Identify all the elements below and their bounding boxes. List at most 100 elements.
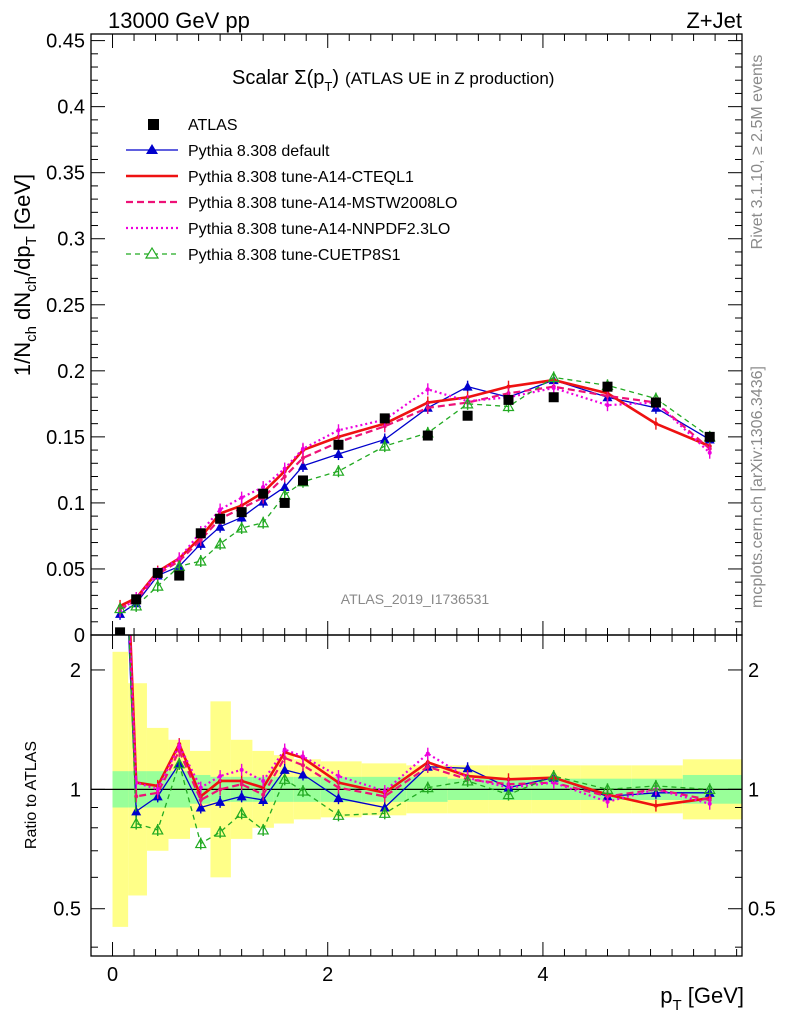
ratio-point-cuetp8s1: [703, 783, 716, 794]
main-point-default: [279, 482, 290, 492]
atlas-data-point: [115, 627, 126, 635]
atlas-data-point: [174, 570, 185, 581]
ratio-y-tick-label-right: 1: [748, 779, 759, 801]
main-point-nnpdf: [300, 446, 305, 451]
analysis-watermark: ATLAS_2019_I1736531: [341, 591, 490, 607]
ratio-point-nnpdf: [261, 778, 266, 783]
atlas-data-point: [379, 413, 390, 424]
atlas-data-point: [215, 513, 226, 524]
y-tick-label: 0.35: [46, 163, 85, 185]
ratio-point-nnpdf: [336, 774, 341, 779]
legend-entry-mstw: Pythia 8.308 tune-A14-MSTW2008LO: [126, 195, 457, 212]
atlas-data-point: [152, 567, 163, 578]
ratio-y-tick-label: 2: [70, 660, 81, 682]
atlas-data-point: [548, 392, 559, 403]
atlas-data-point: [462, 410, 473, 421]
main-point-nnpdf: [261, 485, 266, 490]
data-markers: [115, 381, 715, 635]
legend-entry-cteql1: Pythia 8.308 tune-A14-CTEQL1: [126, 169, 414, 186]
legend-label: Pythia 8.308 tune-A14-CTEQL1: [188, 169, 414, 186]
x-tick-label: 2: [322, 964, 333, 986]
ratio-point-nnpdf: [605, 799, 610, 804]
ratio-point-nnpdf: [155, 787, 160, 792]
main-point-cuetp8s1: [214, 537, 227, 549]
x-tick-label: 4: [537, 964, 548, 986]
ratio-point-default: [215, 796, 226, 806]
main-point-nnpdf: [425, 387, 430, 392]
ratio-point-mstw: [118, 391, 122, 395]
ratio-point-mstw: [134, 794, 139, 799]
ratio-point-default: [236, 791, 247, 801]
ratio-point-cuetp8s1: [547, 769, 560, 781]
main-point-cuetp8s1: [194, 554, 207, 566]
ratio-plot-frame: [90, 634, 743, 957]
main-point-cteql1: [653, 421, 658, 426]
ratio-point-default: [333, 793, 344, 803]
y-axis-label-main: 1/Nch dNch/dpT [GeV]: [10, 174, 40, 376]
ratio-point-cuetp8s1: [278, 773, 291, 784]
main-point-nnpdf: [177, 556, 182, 561]
legend-marker: [144, 246, 160, 259]
ratio-point-default: [297, 769, 308, 779]
x-tick-label: 0: [107, 964, 118, 986]
main-line-cuetp8s1: [119, 376, 711, 610]
y-tick-label: 0.15: [46, 427, 85, 449]
ratio-point-default: [279, 764, 290, 774]
main-point-default: [379, 434, 390, 444]
y-tick-label: 0.3: [57, 229, 85, 251]
mcplots-citation: mcplots.cern.ch [arXiv:1306.3436]: [749, 366, 766, 608]
ratio-point-nnpdf: [551, 780, 556, 785]
atlas-data-point: [650, 397, 661, 408]
ratio-point-cuetp8s1: [214, 825, 227, 837]
ratio-point-cuetp8s1: [194, 837, 207, 849]
ratio-point-cuetp8s1: [151, 823, 164, 835]
main-point-default: [333, 449, 344, 459]
ratio-line-nnpdf: [128, 635, 711, 805]
y-axis-label-ratio: Ratio to ATLAS: [23, 741, 40, 849]
main-point-mstw: [282, 474, 287, 479]
main-point-cuetp8s1: [378, 439, 391, 451]
ratio-point-cuetp8s1: [601, 783, 614, 794]
atlas-data-point: [131, 594, 142, 605]
y-tick-label: 0.4: [57, 97, 85, 119]
main-point-cuetp8s1: [114, 602, 127, 614]
header-left: 13000 GeV pp: [108, 8, 250, 33]
ratio-point-mstw: [218, 787, 223, 792]
ratio-point-mstw: [336, 785, 341, 790]
legend-entry-atlas: ATLAS: [148, 117, 238, 134]
ratio-y-tick-label-right: 0.5: [748, 899, 776, 921]
atlas-data-point: [297, 475, 308, 486]
main-point-default: [215, 521, 226, 531]
main-point-nnpdf: [282, 466, 287, 471]
ratio-point-mstw: [239, 782, 244, 787]
ratio-point-mstw: [425, 764, 430, 769]
main-point-cuetp8s1: [547, 371, 560, 383]
atlas-data-point: [333, 439, 344, 450]
atlas-data-point: [704, 431, 715, 442]
main-point-cuetp8s1: [461, 397, 474, 409]
ratio-point-nnpdf: [707, 801, 712, 806]
atlas-data-point: [236, 507, 247, 518]
header-right: Z+Jet: [686, 8, 742, 33]
ratio-point-default: [115, 426, 125, 435]
atlas-data-point: [602, 381, 613, 392]
main-point-default: [297, 460, 308, 470]
main-line-nnpdf: [119, 386, 711, 613]
main-point-nnpdf: [336, 428, 341, 433]
ratio-point-cuetp8s1: [332, 809, 345, 820]
main-point-mstw: [300, 456, 305, 461]
main-point-nnpdf: [218, 507, 223, 512]
main-point-cuetp8s1: [502, 400, 515, 412]
ratio-point-cuetp8s1: [235, 807, 248, 818]
y-tick-label: 0.2: [57, 361, 85, 383]
main-point-nnpdf: [605, 403, 610, 408]
ratio-point-nnpdf: [177, 743, 182, 748]
legend-marker: [146, 144, 158, 154]
y-tick-label: 0.05: [46, 559, 85, 581]
atlas-data-point: [279, 497, 290, 508]
ratio-point-cuetp8s1: [421, 781, 434, 793]
ratio-point-cuetp8s1: [130, 817, 143, 829]
ratio-point-nnpdf: [300, 754, 305, 759]
axes: 0 0.05 0.1 0.15 0.2 0.25 0.3 0.35 0.4 0.45 0 2 4 0.5 0…: [46, 31, 776, 986]
ratio-uncertainty-bands: [91, 651, 742, 927]
